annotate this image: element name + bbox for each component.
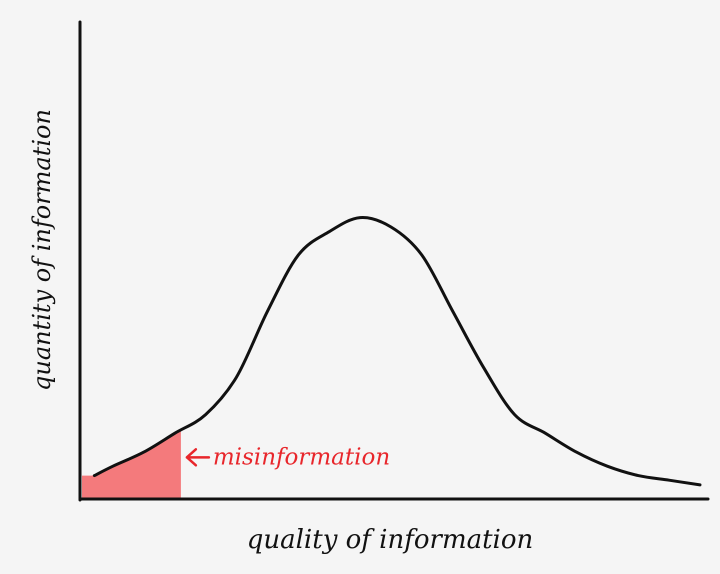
misinformation-area [82,429,181,499]
y-axis-label: quantity of information [28,109,56,391]
x-axis-label: quality of information [247,525,534,555]
distribution-curve [92,216,702,487]
misinformation-annotation: misinformation [185,444,390,470]
misinformation-label: misinformation [213,444,390,470]
left-arrow-icon [185,448,211,467]
